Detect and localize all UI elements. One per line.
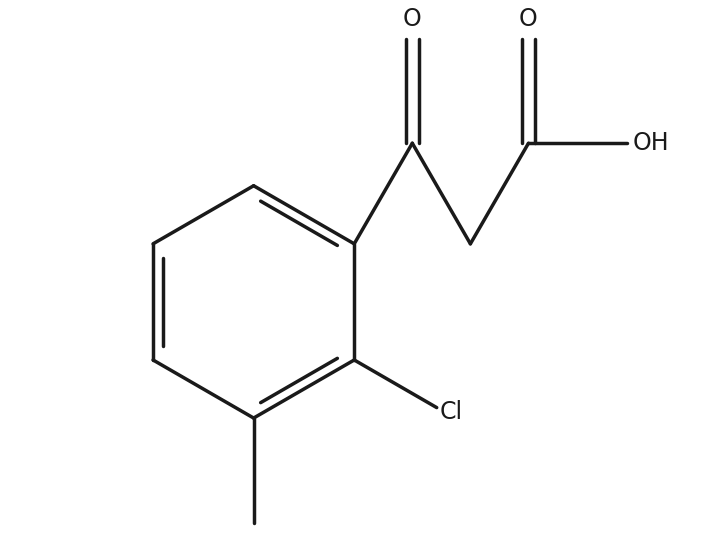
Text: Cl: Cl [440, 399, 463, 423]
Text: OH: OH [633, 131, 670, 155]
Text: O: O [519, 7, 538, 31]
Text: O: O [403, 7, 422, 31]
